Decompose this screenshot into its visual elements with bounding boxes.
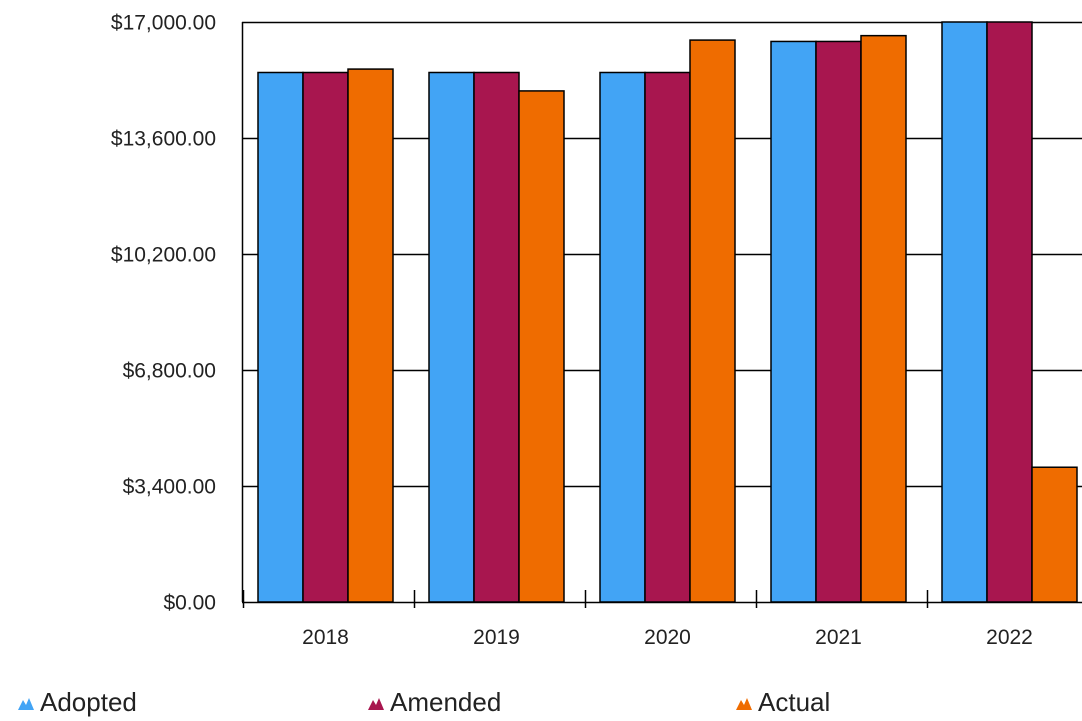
- bar-actual-2019: [518, 90, 565, 603]
- legend-swatch-amended: [368, 697, 384, 710]
- legend-label-adopted: Adopted: [40, 687, 137, 717]
- bar-amended-2020: [644, 71, 691, 603]
- legend-label-actual: Actual: [758, 687, 831, 717]
- bar-actual-2018: [347, 68, 394, 603]
- y-tick-label: $10,200.00: [111, 244, 216, 267]
- bar-actual-2021: [860, 34, 907, 603]
- bar-amended-2022: [986, 21, 1033, 603]
- bar-amended-2018: [302, 71, 349, 603]
- legend-mountain-icon-actual: [736, 697, 752, 710]
- bars: [257, 21, 1078, 603]
- x-axis-ticks: 2018 2019 2020 2021 2022: [242, 590, 1033, 649]
- legend-label-amended: Amended: [390, 687, 502, 717]
- y-tick-label: $3,400.00: [123, 476, 216, 499]
- legend-swatch-actual: [736, 697, 752, 710]
- y-axis-ticks: $0.00 $3,400.00 $6,800.00 $10,200.00 $13,600…: [111, 12, 216, 615]
- legend-swatch-adopted: [18, 697, 34, 710]
- y-tick-label: $17,000.00: [111, 12, 216, 35]
- bar-adopted-2018: [257, 71, 304, 603]
- bar-adopted-2022: [941, 21, 988, 603]
- x-tick-label-2022: 2022: [986, 626, 1033, 649]
- axes: [241, 22, 1082, 604]
- bar-amended-2019: [473, 71, 520, 603]
- bar-actual-2022: [1031, 466, 1078, 603]
- legend: Adopted Amended Actual: [0, 684, 1082, 721]
- bar-amended-2021: [815, 40, 862, 603]
- legend-item-actual[interactable]: Actual: [736, 684, 830, 721]
- x-tick-label-2021: 2021: [815, 626, 862, 649]
- legend-mountain-icon-amended: [368, 697, 384, 710]
- y-tick-label: $6,800.00: [123, 360, 216, 383]
- y-tick-label: $13,600.00: [111, 128, 216, 151]
- x-tick-label-2019: 2019: [473, 626, 520, 649]
- legend-item-adopted[interactable]: Adopted: [18, 684, 137, 721]
- y-tick-label: $0.00: [163, 592, 216, 615]
- bar-adopted-2021: [770, 40, 817, 603]
- bar-adopted-2019: [428, 71, 475, 603]
- x-tick-label-2018: 2018: [302, 626, 349, 649]
- legend-mountain-icon-adopted: [18, 697, 34, 710]
- bar-adopted-2020: [599, 71, 646, 603]
- bar-actual-2020: [689, 39, 736, 603]
- x-tick-label-2020: 2020: [644, 626, 691, 649]
- legend-item-amended[interactable]: Amended: [368, 684, 501, 721]
